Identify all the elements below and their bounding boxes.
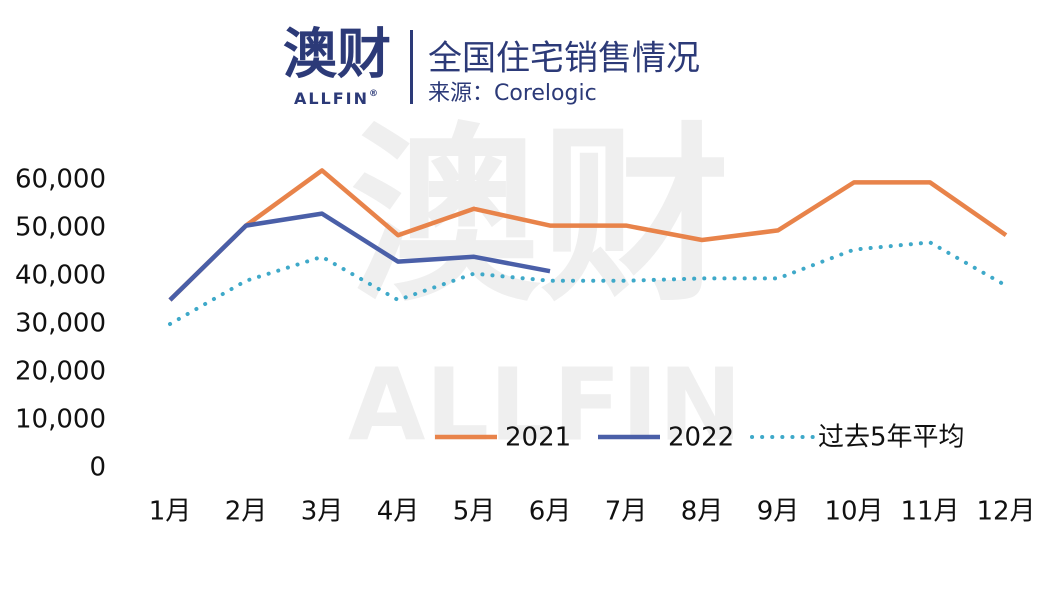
series-line xyxy=(168,211,551,302)
legend-label: 2022 xyxy=(668,423,734,453)
chart-title: 全国住宅销售情况 xyxy=(428,39,700,79)
logo-brand-text: ALLFIN xyxy=(294,89,369,108)
y-tick-label: 40,000 xyxy=(15,261,106,291)
y-tick-label: 50,000 xyxy=(15,213,106,243)
x-tick-label: 12月 xyxy=(976,497,1035,527)
watermark: 澳财 xyxy=(350,106,730,327)
logo-brand: ALLFIN® xyxy=(294,89,380,108)
y-tick-label: 0 xyxy=(89,453,106,483)
x-tick-label: 4月 xyxy=(377,497,420,527)
series-line xyxy=(168,168,1008,302)
x-tick-label: 2月 xyxy=(225,497,268,527)
y-tick-label: 20,000 xyxy=(15,357,106,387)
watermark: ALLFIN xyxy=(348,346,742,463)
y-tick-label: 60,000 xyxy=(15,165,106,195)
x-tick-label: 5月 xyxy=(453,497,496,527)
x-tick-label: 6月 xyxy=(529,497,572,527)
logo-mark: ® xyxy=(369,89,380,99)
logo-name: 澳财 xyxy=(283,23,391,86)
legend-label: 过去5年平均 xyxy=(818,423,965,453)
x-tick-label: 3月 xyxy=(301,497,344,527)
chart-subtitle: 来源：Corelogic xyxy=(428,81,597,106)
x-tick-label: 11月 xyxy=(900,497,959,527)
y-tick-label: 30,000 xyxy=(15,309,106,339)
x-tick-label: 9月 xyxy=(757,497,800,527)
divider xyxy=(410,30,413,104)
x-tick-label: 7月 xyxy=(605,497,648,527)
x-tick-label: 1月 xyxy=(149,497,192,527)
x-tick-label: 8月 xyxy=(681,497,724,527)
y-tick-label: 10,000 xyxy=(15,405,106,435)
legend-label: 2021 xyxy=(505,423,571,453)
x-tick-label: 10月 xyxy=(824,497,883,527)
